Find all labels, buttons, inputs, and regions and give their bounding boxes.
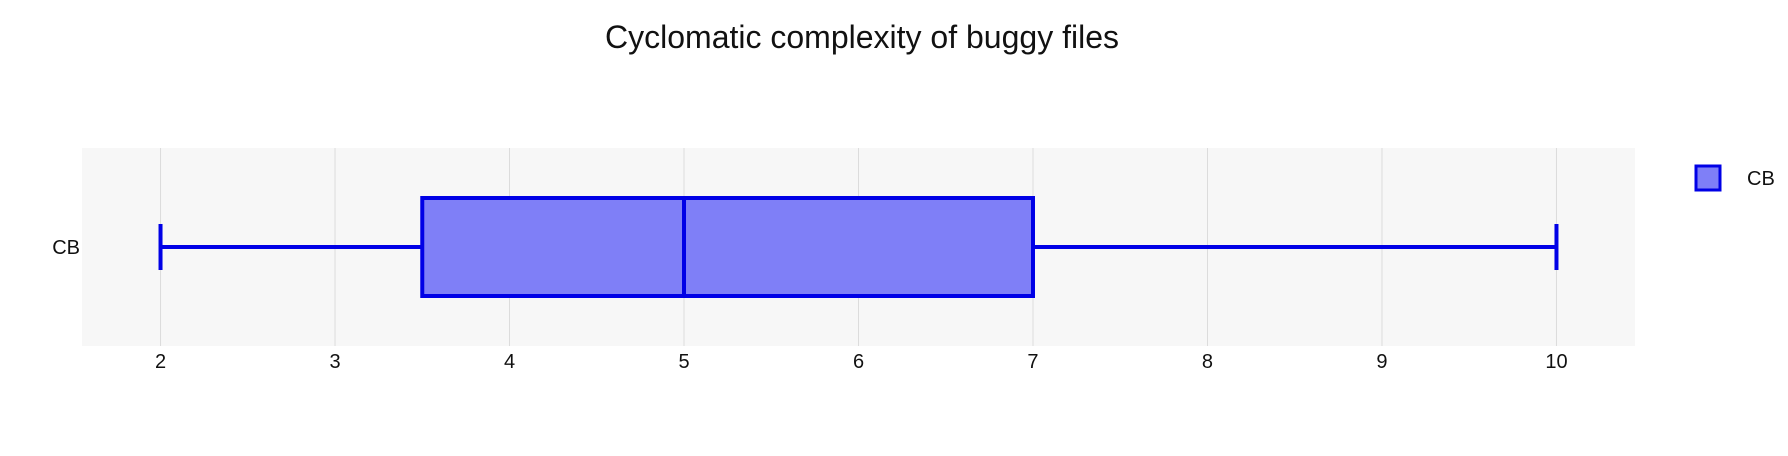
x-tick-label: 8 [1202,351,1213,373]
x-tick-label: 7 [1027,351,1038,373]
x-axis-ticks: 2 3 4 5 6 7 8 9 10 CB [52,237,1567,373]
x-tick-label: 3 [329,351,340,373]
interquartile-box [420,196,1035,298]
x-tick-label: 2 [155,351,166,373]
x-tick-label: 10 [1545,351,1567,373]
legend-label: CB [1747,168,1775,190]
x-tick-label: 6 [853,351,864,373]
x-tick-label: 4 [504,351,515,373]
y-category-label: CB [52,237,80,259]
x-tick-label: 9 [1376,351,1387,373]
x-tick-label: 5 [678,351,689,373]
box-series [158,196,1559,298]
chart-title: Cyclomatic complexity of buggy files [605,19,1119,55]
legend-swatch [1694,164,1722,192]
legend[interactable]: CB [1694,164,1775,192]
